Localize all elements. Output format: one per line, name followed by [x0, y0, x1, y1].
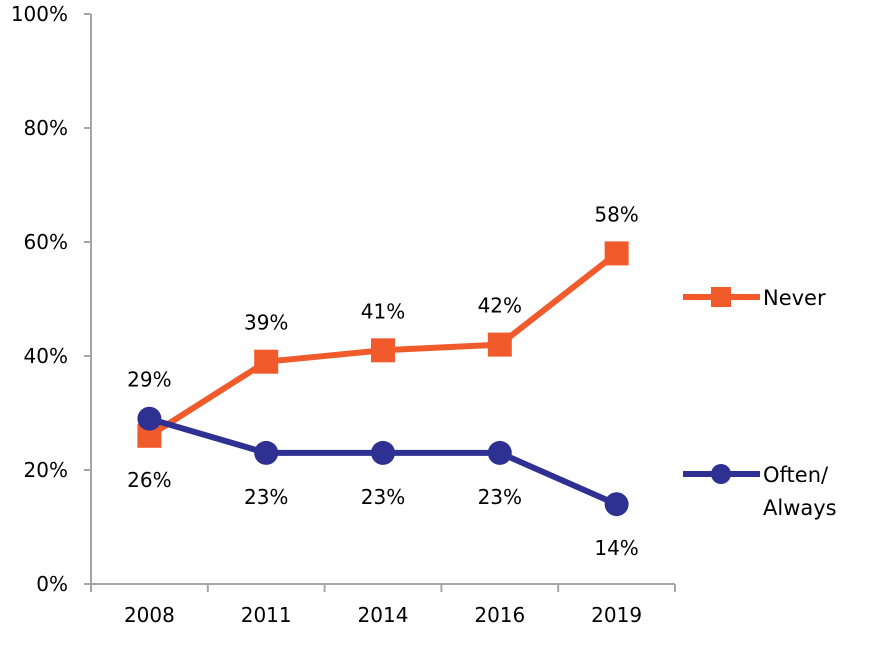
never-data-label: 41%: [361, 299, 405, 323]
y-tick-label: 60%: [24, 230, 68, 254]
axes: 0% 20% 40% 60% 80% 100% 2008 2011 2014 2016 2019: [11, 2, 676, 627]
x-tick-label: 2011: [241, 603, 292, 627]
y-tick-label: 20%: [24, 458, 68, 482]
often-always-point: [137, 406, 162, 431]
often-always-data-label: 29%: [127, 368, 171, 392]
often-always-data-label: 14%: [594, 536, 638, 560]
often-always-data-label: 23%: [244, 485, 288, 509]
legend-often-always-label: Often/Always: [763, 463, 837, 520]
x-tick-label: 2016: [474, 603, 525, 627]
often-always-point: [487, 440, 512, 465]
x-tick-label: 2008: [124, 603, 175, 627]
never-data-label: 58%: [594, 202, 638, 226]
often-always-data-label: 23%: [478, 485, 522, 509]
never-point: [371, 338, 395, 363]
often-always-point: [604, 492, 629, 517]
legend-often-always-marker: [711, 464, 731, 484]
often-always-point: [254, 440, 279, 465]
data-labels: 26% 29% 39% 23% 41% 23% 42% 23% 58% 14%: [127, 202, 639, 560]
x-tick-label: 2014: [358, 603, 409, 627]
never-data-label: 42%: [478, 294, 522, 318]
legend: Never Often/Always: [683, 286, 837, 520]
never-point: [254, 349, 279, 374]
legend-never-marker: [711, 287, 731, 307]
series-layer: [137, 241, 629, 517]
y-tick-label: 80%: [24, 116, 68, 140]
never-data-label: 26%: [127, 468, 171, 492]
x-tick-label: 2019: [591, 603, 642, 627]
y-tick-label: 100%: [11, 2, 68, 26]
y-ticks: 0% 20% 40% 60% 80% 100%: [11, 2, 91, 596]
y-tick-label: 0%: [36, 572, 68, 596]
often-always-data-label: 23%: [361, 485, 405, 509]
never-data-label: 39%: [244, 311, 288, 335]
y-tick-label: 40%: [24, 344, 68, 368]
often-always-point: [371, 440, 395, 465]
x-ticks: 2008 2011 2014 2016 2019: [90, 584, 676, 627]
never-point: [604, 241, 629, 266]
never-point: [487, 332, 512, 357]
legend-never-label: Never: [763, 286, 826, 310]
